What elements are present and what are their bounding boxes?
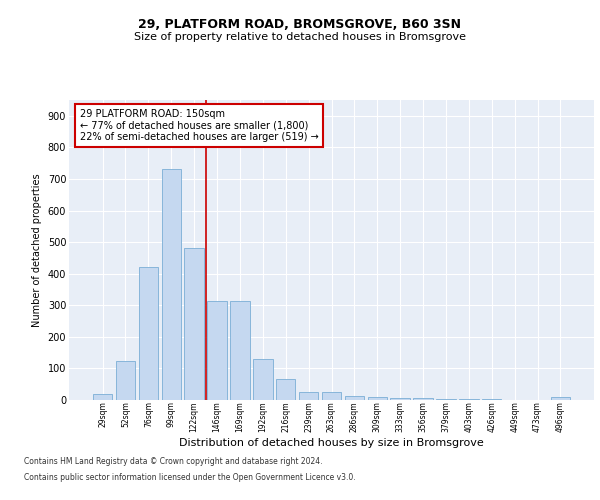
Bar <box>161 170 181 400</box>
Bar <box>184 248 204 400</box>
Bar <box>551 398 570 400</box>
Text: Contains public sector information licensed under the Open Government Licence v3: Contains public sector information licen… <box>24 472 356 482</box>
Bar <box>322 392 341 400</box>
Bar <box>276 380 295 400</box>
Bar <box>139 268 158 400</box>
Bar <box>344 396 364 400</box>
Text: 29, PLATFORM ROAD, BROMSGROVE, B60 3SN: 29, PLATFORM ROAD, BROMSGROVE, B60 3SN <box>139 18 461 30</box>
Text: Size of property relative to detached houses in Bromsgrove: Size of property relative to detached ho… <box>134 32 466 42</box>
Bar <box>253 359 272 400</box>
Bar <box>368 398 387 400</box>
Bar <box>299 392 319 400</box>
Bar <box>116 362 135 400</box>
Text: Contains HM Land Registry data © Crown copyright and database right 2024.: Contains HM Land Registry data © Crown c… <box>24 458 323 466</box>
Bar <box>459 399 479 400</box>
Text: 29 PLATFORM ROAD: 150sqm
← 77% of detached houses are smaller (1,800)
22% of sem: 29 PLATFORM ROAD: 150sqm ← 77% of detach… <box>79 109 318 142</box>
Bar <box>208 300 227 400</box>
Bar <box>93 394 112 400</box>
X-axis label: Distribution of detached houses by size in Bromsgrove: Distribution of detached houses by size … <box>179 438 484 448</box>
Bar <box>413 398 433 400</box>
Bar <box>230 300 250 400</box>
Bar <box>436 399 455 400</box>
Bar <box>391 398 410 400</box>
Y-axis label: Number of detached properties: Number of detached properties <box>32 173 42 327</box>
